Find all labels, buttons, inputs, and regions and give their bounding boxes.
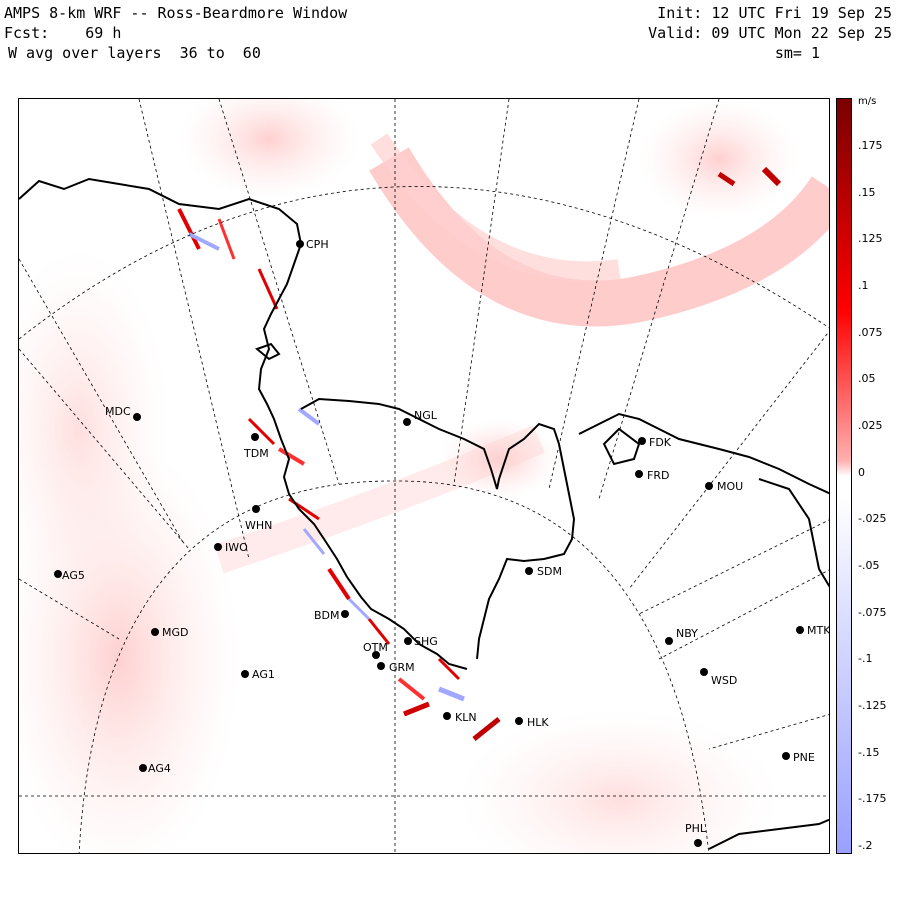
svg-text:WSD: WSD <box>711 674 737 687</box>
station-otm[interactable]: OTM <box>363 641 388 659</box>
colorbar-units: m/s <box>858 96 877 107</box>
svg-text:AG4: AG4 <box>148 762 171 775</box>
forecast-hours: 69 h <box>85 24 122 42</box>
map-title: AMPS 8-km WRF -- Ross-Beardmore Window <box>4 4 348 22</box>
colorbar-tick-label: .1 <box>858 279 869 292</box>
colorbar-tick-label: -.05 <box>858 559 880 572</box>
map-canvas: CPH MDC NGL TDM FDK FRD MOU WHN IWO AG5 … <box>19 99 830 853</box>
mountain-wave-streaks <box>177 166 782 741</box>
svg-text:OTM: OTM <box>363 641 388 654</box>
svg-text:AG1: AG1 <box>252 668 275 681</box>
colorbar-tick-label: -.125 <box>858 699 887 712</box>
colorbar-tick-label: -.2 <box>858 839 873 852</box>
station-iwo[interactable]: IWO <box>214 541 248 554</box>
station-grm[interactable]: GRM <box>377 661 415 674</box>
svg-text:MOU: MOU <box>717 480 743 493</box>
colorbar-tick-label: .075 <box>858 325 883 339</box>
station-mgd[interactable]: MGD <box>151 626 189 639</box>
colorbar-tick-label: -.175 <box>858 792 887 806</box>
svg-text:SHG: SHG <box>414 635 438 648</box>
colorbar-tick-label: .125 <box>858 232 883 246</box>
svg-text:AG5: AG5 <box>62 569 85 582</box>
colorbar-tick-label: .025 <box>858 419 883 432</box>
station-nby[interactable]: NBY <box>665 627 698 645</box>
svg-text:IWO: IWO <box>225 541 248 554</box>
station-mtk[interactable]: MTK <box>796 624 830 637</box>
coastline <box>19 177 829 850</box>
colorbar-tick-label: -.075 <box>858 605 887 619</box>
svg-text:HLK: HLK <box>527 716 549 729</box>
svg-text:MDC: MDC <box>105 405 131 418</box>
svg-text:CPH: CPH <box>306 238 329 251</box>
station-mdc[interactable]: MDC <box>105 405 141 421</box>
station-sdm[interactable]: SDM <box>525 565 562 578</box>
svg-text:WHN: WHN <box>245 519 272 532</box>
station-cph[interactable]: CPH <box>296 238 329 251</box>
svg-text:FDK: FDK <box>649 436 672 449</box>
colorbar-tick-label: 0 <box>858 465 865 479</box>
forecast-label: Fcst: <box>4 24 50 42</box>
colorbar-tick-label: .175 <box>858 139 883 152</box>
valid-time: Valid: 09 UTC Mon 22 Sep 25 <box>648 24 892 42</box>
svg-text:NGL: NGL <box>414 409 438 422</box>
colorbar <box>836 98 852 854</box>
station-bdm[interactable]: BDM <box>314 609 349 622</box>
svg-text:FRD: FRD <box>647 469 669 482</box>
smoothing-label: sm= 1 <box>774 44 820 62</box>
colorbar-tick-label: -.15 <box>858 745 880 759</box>
upper-level-band <box>369 147 829 327</box>
svg-text:BDM: BDM <box>314 609 340 622</box>
svg-text:GRM: GRM <box>389 661 415 674</box>
field-description: W avg over layers 36 to 60 <box>8 44 261 62</box>
station-wsd[interactable]: WSD <box>700 668 737 687</box>
map-panel: CPH MDC NGL TDM FDK FRD MOU WHN IWO AG5 … <box>18 98 830 854</box>
station-fdk[interactable]: FDK <box>638 436 672 449</box>
station-tdm[interactable]: TDM <box>243 433 269 460</box>
station-mou[interactable]: MOU <box>705 480 743 493</box>
station-kln[interactable]: KLN <box>443 711 477 724</box>
svg-text:SDM: SDM <box>537 565 562 578</box>
colorbar-tick-label: .05 <box>858 372 876 386</box>
svg-text:PHL: PHL <box>685 822 707 835</box>
colorbar-tick-label: -.025 <box>858 512 887 526</box>
colorbar-tick-label: -.1 <box>858 652 873 666</box>
station-ag1[interactable]: AG1 <box>241 668 275 681</box>
svg-text:MTK: MTK <box>807 624 830 637</box>
station-shg[interactable]: SHG <box>404 635 438 648</box>
station-ngl[interactable]: NGL <box>403 409 438 426</box>
colorbar-tick-label: .15 <box>858 185 876 199</box>
station-whn[interactable]: WHN <box>245 505 272 532</box>
station-pne[interactable]: PNE <box>782 751 815 764</box>
init-time: Init: 12 UTC Fri 19 Sep 25 <box>657 4 892 22</box>
station-markers: CPH MDC NGL TDM FDK FRD MOU WHN IWO AG5 … <box>54 238 830 847</box>
svg-text:TDM: TDM <box>243 447 269 460</box>
svg-text:KLN: KLN <box>455 711 477 724</box>
station-ag4[interactable]: AG4 <box>139 762 171 775</box>
forecast-line: Fcst: 69 h <box>4 24 121 42</box>
svg-text:MGD: MGD <box>162 626 189 639</box>
station-ag5[interactable]: AG5 <box>54 569 85 582</box>
graticule <box>19 99 829 853</box>
station-phl[interactable]: PHL <box>685 822 707 847</box>
station-frd[interactable]: FRD <box>635 469 669 482</box>
svg-text:NBY: NBY <box>676 627 698 640</box>
svg-text:PNE: PNE <box>793 751 815 764</box>
station-hlk[interactable]: HLK <box>515 716 549 729</box>
